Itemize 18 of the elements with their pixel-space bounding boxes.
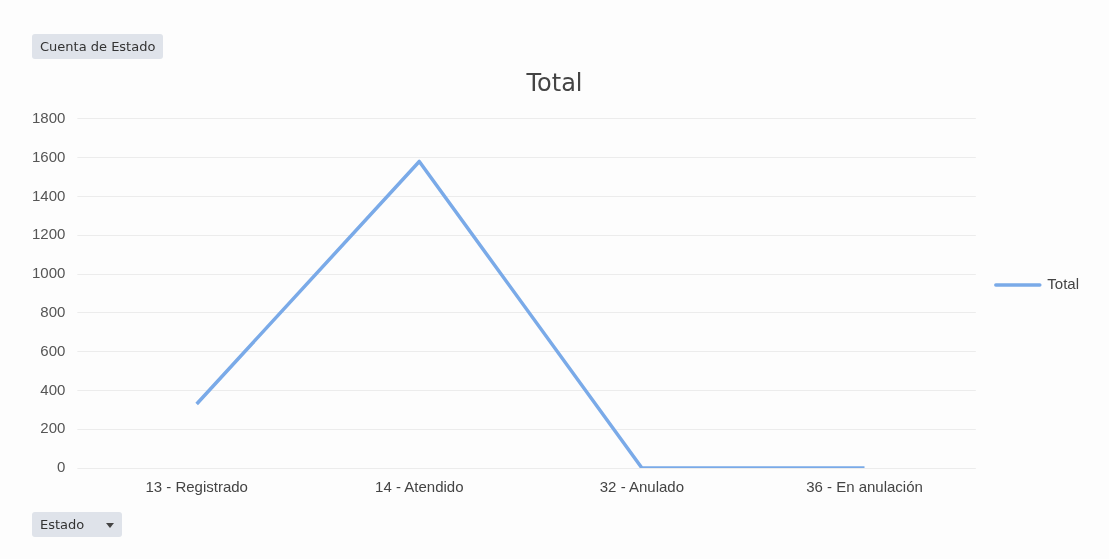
y-tick-label: 400 xyxy=(40,380,66,398)
x-tick-label: 13 - Registrado xyxy=(145,478,248,496)
y-tick-label: 1400 xyxy=(31,186,66,204)
y-tick-label: 1000 xyxy=(31,264,66,282)
legend-label: Total xyxy=(1047,275,1079,293)
y-tick-label: 200 xyxy=(40,419,66,437)
x-tick-label: 14 - Atendido xyxy=(375,478,464,496)
y-tick-label: 1600 xyxy=(31,147,66,165)
y-tick-label: 600 xyxy=(40,341,66,359)
chart-title: Total xyxy=(525,68,583,97)
y-tick-label: 0 xyxy=(57,458,66,476)
text: Estado xyxy=(40,517,85,532)
y-tick-label: 800 xyxy=(40,302,66,320)
y-tick-label: 1800 xyxy=(31,108,66,126)
x-tick-label: 32 - Anulado xyxy=(599,478,685,496)
text: Cuenta de Estado xyxy=(32,34,164,59)
x-tick-label: 36 - En anulación xyxy=(806,478,923,496)
y-tick-label: 1200 xyxy=(31,225,66,243)
